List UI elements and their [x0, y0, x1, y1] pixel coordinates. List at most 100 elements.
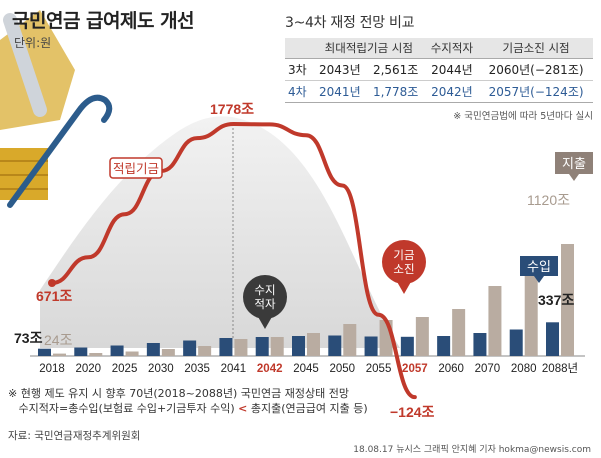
header-empty — [285, 38, 313, 59]
comparison-panel: 3~4차 재정 전망 비교 최대적립기금 시점 수지적자 기금소진 시점 3차 … — [285, 12, 593, 122]
x-tick-2020: 2020 — [75, 363, 101, 375]
bar-income-2035 — [183, 340, 197, 356]
label-expense-2018: 24조 — [44, 332, 73, 348]
row-label: 4차 — [285, 80, 313, 103]
credit: 18.08.17 뉴시스 그래픽 안지혜 기자 hokma@newsis.com — [353, 445, 591, 455]
bar-income-2070 — [473, 333, 487, 356]
fund-start-dot — [48, 279, 56, 287]
deficit-year: 2042년 — [424, 80, 480, 103]
bar-expense-2050 — [343, 324, 357, 356]
bar-income-2080 — [509, 329, 523, 356]
income-tag: 수입 — [520, 256, 558, 283]
footnote-line2-a: 수지적자=총수입(보험료 수입+기금투자 수익) — [18, 402, 235, 415]
x-tick-2035: 2035 — [184, 363, 210, 375]
max-fund-year: 2043년 — [313, 58, 367, 81]
bar-income-2020 — [74, 347, 88, 356]
header-deficit: 수지적자 — [424, 38, 480, 59]
max-fund-value: 1,778조 — [366, 80, 425, 103]
unit-label: 단위:원 — [14, 36, 52, 50]
x-tick-2070: 2070 — [475, 363, 501, 375]
comparison-note: ※ 국민연금법에 따라 5년마다 실시 — [453, 111, 593, 122]
svg-text:적자: 적자 — [254, 298, 276, 311]
bar-income-2055 — [364, 336, 378, 356]
table-row: 4차 2041년 1,778조 2042년 2057년(−124조) — [285, 80, 593, 103]
comparison-title: 3~4차 재정 전망 비교 — [285, 15, 415, 31]
label-expense-2088: 1120조 — [527, 192, 570, 208]
bar-expense-2080 — [524, 266, 538, 356]
bar-income-2050 — [328, 335, 342, 356]
bar-income-2088년 — [546, 322, 559, 356]
label-income-2018: 73조 — [14, 330, 43, 346]
bar-expense-2057 — [415, 317, 429, 356]
svg-text:적립기금: 적립기금 — [113, 162, 159, 176]
depletion-bubble: 기금 소진 — [382, 240, 426, 294]
axis-band — [30, 356, 585, 376]
bar-income-2030 — [146, 343, 160, 356]
x-tick-2042: 2042 — [257, 363, 283, 375]
x-tick-2025: 2025 — [112, 363, 138, 375]
deficit-bubble: 수지 적자 — [243, 275, 287, 329]
svg-text:수지: 수지 — [254, 284, 275, 297]
bar-income-2042 — [255, 337, 269, 356]
x-tick-2018: 2018 — [39, 363, 65, 375]
footnote-less-than: < — [238, 402, 248, 415]
comparison-table: 최대적립기금 시점 수지적자 기금소진 시점 3차 2043년 2,561조 2… — [285, 38, 593, 103]
bar-expense-2070 — [488, 286, 502, 356]
bar-expense-2088년 — [561, 244, 574, 356]
footnote-line2: 수지적자=총수입(보험료 수입+기금투자 수익) < 총지출(연금급여 지출 등… — [8, 401, 368, 416]
x-tick-2050: 2050 — [329, 363, 355, 375]
bar-expense-2041 — [234, 339, 248, 356]
x-tick-2055: 2055 — [366, 363, 392, 375]
fund-area-background — [40, 116, 400, 348]
bar-expense-2045 — [307, 333, 320, 356]
deficit-year: 2044년 — [424, 58, 480, 81]
table-row: 3차 2043년 2,561조 2044년 2060년(−281조) — [285, 58, 593, 81]
elderly-illustration — [0, 10, 113, 208]
x-tick-2045: 2045 — [293, 363, 319, 375]
x-tick-2080: 2080 — [511, 363, 537, 375]
label-fund-depletion: −124조 — [390, 404, 435, 420]
svg-text:수입: 수입 — [527, 259, 551, 274]
footnote-line1: ※ 현행 제도 유지 시 향후 70년(2018~2088년) 국민연금 재정상… — [8, 387, 349, 400]
x-tick-2030: 2030 — [148, 363, 174, 375]
label-income-2088: 337조 — [538, 292, 574, 308]
row-label: 3차 — [285, 58, 313, 81]
source: 자료: 국민연금재정추계위원회 — [8, 430, 141, 442]
label-fund-peak: 1778조 — [210, 101, 254, 117]
x-tick-labels: 2018 2020 2025 2030 2035 2041 2042 2045 2050 2055… — [39, 362, 578, 375]
page-title: 국민연금 급여제도 개선 — [12, 10, 195, 32]
fund-line — [50, 121, 417, 400]
bar-income-2041 — [219, 338, 233, 356]
header-depletion: 기금소진 시점 — [479, 38, 593, 59]
x-tick-2088년: 2088년 — [542, 362, 578, 375]
cane-icon — [7, 94, 113, 208]
bar-expense-2018 — [53, 353, 66, 356]
bar-expense-2020 — [89, 353, 103, 356]
bar-income-2060 — [437, 336, 451, 356]
comparison-header-row: 최대적립기금 시점 수지적자 기금소진 시점 — [285, 38, 593, 59]
x-tick-2041: 2041 — [221, 363, 247, 375]
fund-line-tag: 적립기금 — [109, 157, 163, 179]
x-tick-2060: 2060 — [438, 363, 464, 375]
bar-expense-2025 — [125, 351, 139, 356]
footnote: ※ 현행 제도 유지 시 향후 70년(2018~2088년) 국민연금 재정상… — [8, 386, 368, 416]
label-fund-2018: 671조 — [36, 288, 72, 304]
bar-expense-2042 — [270, 337, 284, 356]
svg-text:지출: 지출 — [562, 156, 586, 171]
svg-text:기금: 기금 — [393, 249, 414, 262]
header-max-fund: 최대적립기금 시점 — [313, 38, 425, 59]
bar-expense-2035 — [198, 346, 212, 356]
bar-expense-2060 — [452, 309, 466, 356]
bar-income-2018 — [38, 348, 51, 356]
bar-income-2025 — [110, 345, 124, 356]
depletion: 2057년(−124조) — [479, 80, 593, 103]
bar-expense-2030 — [161, 349, 175, 356]
depletion: 2060년(−281조) — [479, 58, 593, 81]
expense-tag: 지출 — [555, 152, 593, 181]
svg-text:소진: 소진 — [393, 263, 414, 276]
max-fund-value: 2,561조 — [366, 58, 425, 81]
bar-income-2057 — [400, 336, 414, 356]
x-tick-2057: 2057 — [402, 363, 428, 375]
footnote-line2-b: 총지출(연금급여 지출 등) — [250, 402, 368, 415]
